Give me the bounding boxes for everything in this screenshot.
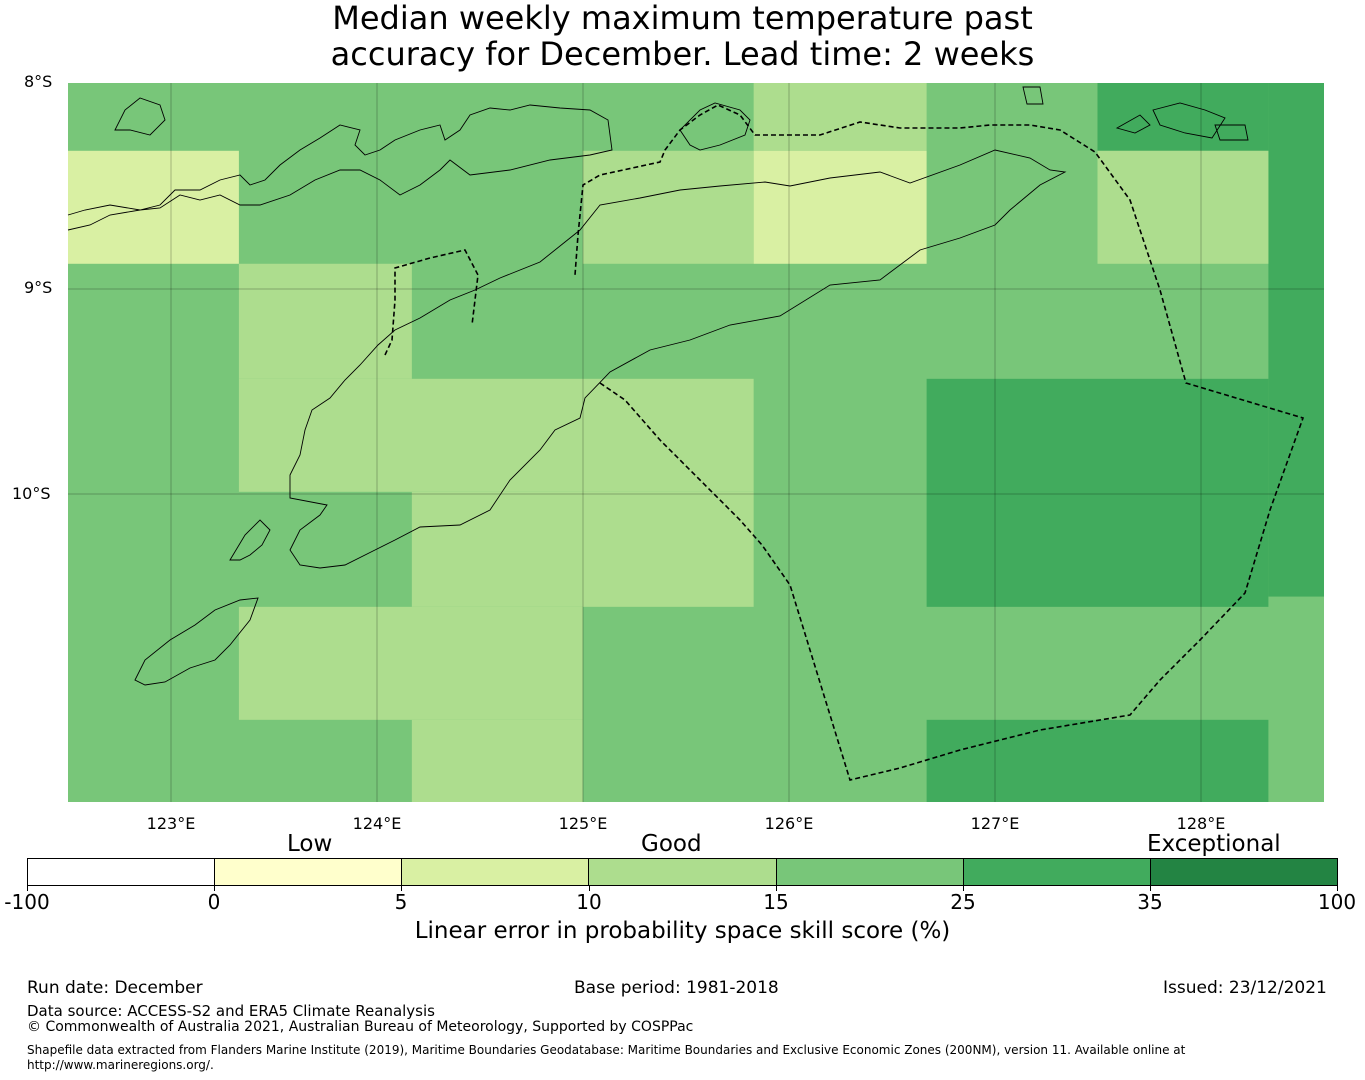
flores-alor-coastline	[67, 104, 613, 231]
skill-cell	[1268, 83, 1324, 597]
colorbar-tick-mark	[214, 886, 215, 891]
map-title-line-1: Median weekly maximum temperature past	[332, 0, 1033, 37]
skill-cell	[238, 378, 754, 492]
lat-label-10s: 10°S	[12, 484, 51, 503]
shapefile-credit: Shapefile data extracted from Flanders M…	[27, 1043, 1186, 1072]
small-island-1	[1022, 86, 1044, 105]
colorbar-tick-label: 0	[207, 890, 221, 914]
colorbar-tick-label: -100	[4, 890, 50, 914]
issued-date: Issued: 23/12/2021	[1163, 978, 1327, 998]
skill-score-map	[67, 83, 1324, 802]
skill-cell	[411, 719, 583, 802]
lat-label-8s: 8°S	[24, 72, 53, 91]
data-source: Data source: ACCESS-S2 and ERA5 Climate …	[27, 1002, 435, 1020]
small-island-2	[1115, 114, 1151, 134]
lon-label-125e: 125°E	[558, 814, 608, 833]
skill-cell	[926, 719, 1269, 802]
colorbar-tick-mark	[776, 886, 777, 891]
lon-label-124e: 124°E	[352, 814, 402, 833]
lon-label-126e: 126°E	[764, 814, 814, 833]
colorbar-title: Linear error in probability space skill …	[414, 918, 951, 944]
copyright: © Commonwealth of Australia 2021, Austra…	[27, 1019, 694, 1035]
skill-cell	[1097, 150, 1269, 264]
skill-cell	[238, 263, 412, 379]
skill-grid-cells	[68, 83, 1324, 802]
category-good: Good	[641, 831, 702, 857]
skill-cell	[753, 83, 927, 151]
colorbar-segment-2	[215, 859, 403, 885]
base-period: Base period: 1981-2018	[574, 978, 779, 998]
colorbar-tick-label: 100	[1317, 890, 1357, 914]
colorbar-tick-mark	[27, 886, 28, 891]
category-low: Low	[287, 831, 333, 857]
colorbar-tick-mark	[589, 886, 590, 891]
run-date: Run date: December	[27, 978, 203, 998]
colorbar-segment-5	[776, 859, 964, 885]
colorbar-segment-3	[402, 859, 590, 885]
lon-label-128e: 128°E	[1176, 814, 1226, 833]
small-island-4	[1214, 124, 1249, 141]
lon-label-123e: 123°E	[146, 814, 196, 833]
skill-cell	[68, 150, 239, 264]
colorbar-tick-label: 25	[950, 890, 976, 914]
skill-cell	[926, 378, 1269, 607]
colorbar-tick-label: 5	[394, 890, 408, 914]
category-exceptional: Exceptional	[1147, 831, 1281, 857]
sawu-island-coastline	[134, 597, 259, 686]
skill-cell	[411, 491, 754, 607]
graticule	[68, 83, 1324, 802]
skill-cell	[1097, 83, 1269, 151]
colorbar-segment-7	[1150, 859, 1337, 885]
skill-cell	[238, 606, 583, 720]
skill-cell	[582, 150, 754, 264]
rote-island-coastline	[229, 519, 271, 561]
wetar-coastline	[679, 102, 751, 151]
small-island-5	[114, 97, 166, 136]
colorbar-tick-label: 15	[763, 890, 789, 914]
oecusse-boundary	[384, 249, 479, 356]
lat-label-9s: 9°S	[24, 278, 53, 297]
timor-coastline	[289, 149, 1067, 569]
colorbar-tick-label: 35	[1137, 890, 1163, 914]
colorbar	[27, 858, 1338, 886]
colorbar-segment-6	[963, 859, 1151, 885]
colorbar-tick-mark	[1337, 886, 1338, 891]
colorbar-tick-mark	[963, 886, 964, 891]
maritime-boundaries	[384, 104, 1305, 781]
small-island-3	[1152, 102, 1226, 139]
colorbar-segment-4	[589, 859, 777, 885]
colorbar-segment-1	[28, 859, 216, 885]
coastlines	[67, 86, 1249, 686]
skill-cell	[753, 150, 927, 264]
lon-label-127e: 127°E	[970, 814, 1020, 833]
colorbar-tick-mark	[401, 886, 402, 891]
colorbar-tick-label: 10	[576, 890, 602, 914]
map-title-line-2: accuracy for December. Lead time: 2 week…	[330, 35, 1035, 73]
colorbar-tick-mark	[1150, 886, 1151, 891]
timor-eez-boundary	[574, 104, 1305, 781]
